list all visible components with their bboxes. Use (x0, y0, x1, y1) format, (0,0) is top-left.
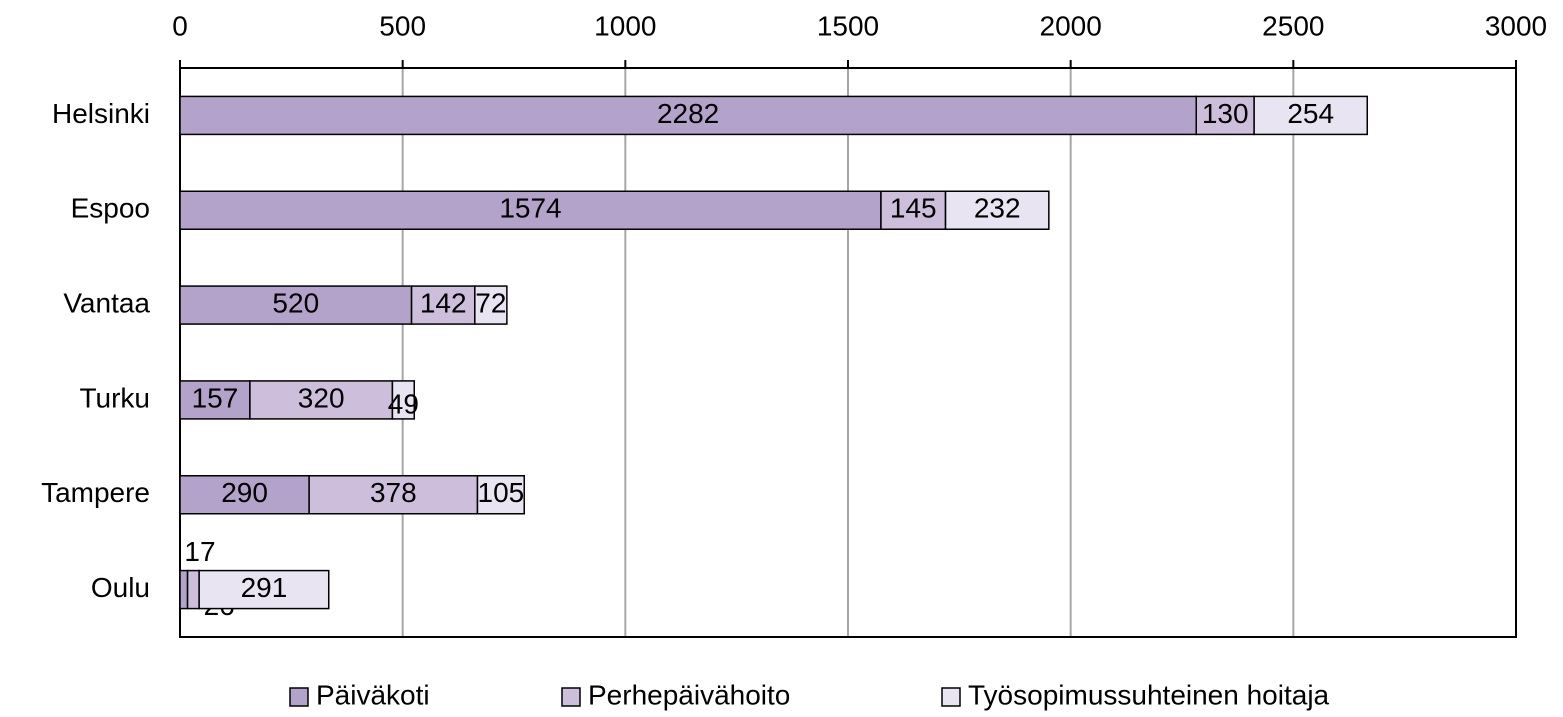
bar-segment (476, 475, 525, 515)
y-tick-label: Turku (79, 382, 150, 413)
data-label: 1574 (499, 193, 561, 224)
y-tick-label: Vantaa (63, 287, 150, 318)
bar-segment (880, 190, 947, 230)
bar-segment (179, 95, 1198, 136)
legend-label: Työsopimussuhteinen hoitaja (968, 679, 1330, 710)
data-label: 72 (475, 287, 506, 318)
data-label: 145 (890, 193, 937, 224)
data-label: 232 (974, 193, 1021, 224)
bar-segment (186, 569, 200, 610)
plot-frame (179, 67, 1517, 638)
bar-segment (179, 190, 882, 230)
bar-segment (249, 380, 394, 420)
data-label: 320 (298, 382, 345, 413)
legend-label: Perhepäivähoito (588, 679, 790, 710)
legend-label: Päiväkoti (316, 679, 430, 710)
bar-segment (1253, 95, 1369, 136)
legend-swatch (289, 687, 309, 707)
data-label: 2282 (657, 98, 719, 129)
bar-segment (179, 380, 251, 420)
x-tick-label: 2000 (1040, 10, 1102, 41)
data-label: 378 (370, 477, 417, 508)
bar-segment (391, 380, 415, 420)
y-tick-label: Oulu (91, 572, 150, 603)
bar-segment (308, 475, 479, 515)
x-tick-label: 500 (379, 10, 426, 41)
x-tick-label: 3000 (1485, 10, 1547, 41)
bar-segment (198, 569, 330, 610)
data-label: 105 (478, 477, 525, 508)
bar-segment (410, 285, 476, 325)
bar-segment (179, 475, 310, 515)
bar-segment (474, 285, 508, 325)
data-label: 254 (1287, 98, 1334, 129)
bar-segment (179, 569, 189, 610)
data-label: 142 (420, 287, 467, 318)
data-label: 290 (221, 477, 268, 508)
x-tick-label: 0 (172, 10, 188, 41)
data-label: 17 (184, 536, 215, 567)
x-tick-label: 1000 (594, 10, 656, 41)
data-label: 157 (192, 382, 239, 413)
data-label: 520 (272, 287, 319, 318)
data-label: 130 (1202, 98, 1249, 129)
bar-segment (944, 190, 1050, 230)
data-label: 49 (388, 388, 419, 419)
y-tick-label: Helsinki (52, 98, 150, 129)
y-tick-label: Tampere (41, 477, 150, 508)
data-label: 291 (241, 572, 288, 603)
legend-swatch (561, 687, 581, 707)
x-tick-label: 2500 (1262, 10, 1324, 41)
x-tick-label: 1500 (817, 10, 879, 41)
y-tick-label: Espoo (71, 193, 150, 224)
legend-swatch (941, 687, 961, 707)
